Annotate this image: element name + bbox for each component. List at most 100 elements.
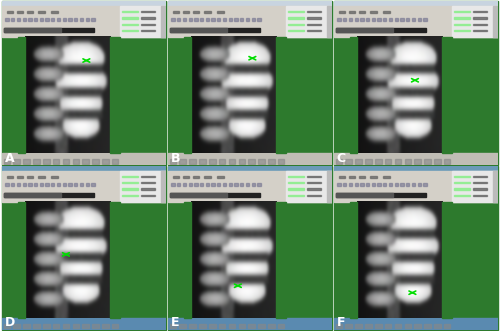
Bar — [26, 11, 33, 13]
Bar — [183, 11, 190, 13]
Bar — [24, 160, 30, 164]
Bar — [238, 160, 245, 164]
Bar — [219, 324, 226, 328]
Bar — [412, 182, 415, 186]
Bar — [217, 18, 220, 21]
Bar — [358, 176, 365, 178]
Bar — [346, 160, 352, 164]
Bar — [334, 1, 498, 6]
Bar — [252, 182, 255, 186]
Bar — [209, 160, 216, 164]
Bar — [258, 18, 260, 21]
Bar — [385, 324, 392, 328]
Bar — [276, 202, 286, 318]
Bar — [112, 324, 118, 328]
Bar — [168, 171, 332, 202]
Bar — [142, 182, 154, 183]
Bar — [177, 182, 180, 186]
Bar — [212, 182, 214, 186]
Bar — [474, 17, 486, 19]
Bar — [170, 324, 176, 328]
Bar — [4, 193, 94, 197]
Bar — [258, 324, 265, 328]
Bar — [418, 18, 421, 21]
Bar — [4, 28, 61, 32]
Bar — [336, 193, 393, 197]
Bar — [17, 11, 24, 13]
Bar — [278, 160, 284, 164]
Bar — [173, 176, 180, 178]
Bar — [268, 324, 274, 328]
Bar — [2, 318, 166, 330]
Bar — [33, 160, 40, 164]
Bar — [161, 6, 166, 37]
Bar — [378, 182, 380, 186]
Bar — [51, 18, 54, 21]
Text: B: B — [170, 152, 180, 165]
Bar — [72, 324, 79, 328]
Bar — [82, 160, 89, 164]
Bar — [112, 160, 118, 164]
Bar — [288, 30, 304, 31]
Bar — [378, 18, 380, 21]
Bar — [385, 160, 392, 164]
Bar — [493, 171, 498, 202]
Bar — [454, 188, 470, 190]
Bar — [2, 1, 166, 6]
Bar — [360, 182, 364, 186]
Bar — [370, 11, 376, 13]
Bar — [240, 18, 244, 21]
Bar — [122, 188, 138, 190]
Bar — [354, 18, 358, 21]
Bar — [349, 182, 352, 186]
Bar — [14, 160, 20, 164]
Bar — [7, 11, 14, 13]
Bar — [394, 18, 398, 21]
Bar — [474, 176, 486, 177]
Bar — [43, 160, 50, 164]
Bar — [238, 324, 245, 328]
Bar — [454, 182, 470, 183]
Bar — [394, 182, 398, 186]
Bar — [46, 182, 48, 186]
Bar — [444, 160, 450, 164]
Bar — [375, 324, 382, 328]
Text: E: E — [170, 316, 179, 329]
Bar — [142, 17, 154, 19]
Bar — [404, 160, 411, 164]
Bar — [493, 6, 498, 37]
Bar — [383, 176, 390, 178]
Bar — [336, 28, 426, 32]
Bar — [334, 318, 498, 330]
Bar — [366, 182, 370, 186]
Bar — [308, 195, 320, 196]
Bar — [142, 30, 154, 31]
Bar — [51, 182, 54, 186]
Bar — [452, 6, 498, 37]
Bar — [334, 153, 498, 165]
Bar — [334, 6, 498, 37]
Bar — [120, 6, 166, 37]
Bar — [57, 182, 60, 186]
Bar — [200, 18, 203, 21]
Bar — [240, 182, 244, 186]
Bar — [200, 182, 203, 186]
Bar — [454, 195, 470, 196]
Bar — [414, 324, 421, 328]
Bar — [343, 18, 346, 21]
Bar — [258, 160, 265, 164]
Bar — [228, 18, 232, 21]
Text: A: A — [4, 152, 14, 165]
Bar — [190, 160, 196, 164]
Bar — [38, 176, 44, 178]
Bar — [170, 160, 176, 164]
Bar — [474, 24, 486, 25]
Bar — [383, 11, 390, 13]
Bar — [228, 160, 235, 164]
Bar — [349, 176, 356, 178]
Bar — [68, 182, 71, 186]
Bar — [278, 324, 284, 328]
Bar — [434, 324, 440, 328]
Bar — [183, 182, 186, 186]
Bar — [424, 324, 431, 328]
